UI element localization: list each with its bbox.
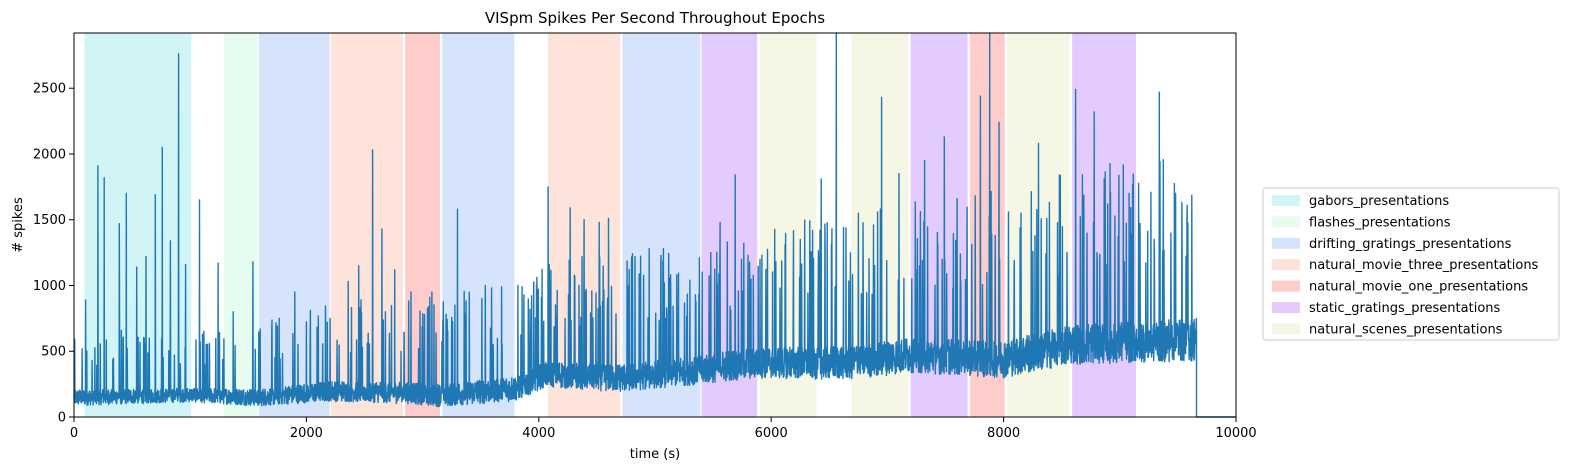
legend-label: drifting_gratings_presentations (1309, 237, 1512, 252)
legend-label: natural_movie_three_presentations (1309, 258, 1539, 273)
legend-swatch (1272, 280, 1300, 292)
legend-label: flashes_presentations (1309, 215, 1451, 230)
x-tick-label: 2000 (290, 426, 323, 441)
legend-label: natural_movie_one_presentations (1309, 280, 1528, 295)
y-axis-label: # spikes (11, 197, 26, 253)
y-tick-label: 500 (41, 345, 66, 360)
chart-title: VISpm Spikes Per Second Throughout Epoch… (485, 9, 825, 27)
x-tick-label: 10000 (1215, 426, 1256, 441)
x-tick-label: 6000 (755, 426, 788, 441)
y-tick-label: 0 (58, 411, 66, 426)
legend-swatch (1272, 302, 1300, 313)
x-axis-ticks: 0 2000 4000 6000 8000 10000 (70, 417, 1257, 441)
plot-frame (73, 32, 1237, 418)
y-tick-label: 1000 (33, 279, 66, 294)
x-tick-label: 4000 (522, 426, 555, 441)
legend-label: natural_scenes_presentations (1309, 322, 1503, 337)
legend-box (1262, 187, 1560, 341)
legend-label: static_gratings_presentations (1309, 301, 1501, 316)
y-tick-label: 1500 (33, 213, 66, 228)
legend-swatch (1272, 259, 1300, 271)
legend: gabors_presentations flashes_presentation… (1262, 187, 1560, 341)
y-tick-label: 2500 (33, 82, 66, 97)
x-tick-label: 0 (70, 426, 78, 441)
legend-swatch (1272, 195, 1300, 206)
y-axis-ticks: 0 500 1000 1500 2000 2500 (33, 82, 74, 426)
epoch-band-flashes_presentations (223, 33, 258, 417)
series-line (73, 32, 1236, 418)
x-tick-label: 8000 (987, 426, 1020, 441)
y-tick-label: 2000 (33, 147, 66, 162)
spike-trace (73, 32, 1236, 418)
legend-label: gabors_presentations (1309, 194, 1449, 209)
legend-swatch (1272, 237, 1300, 249)
legend-swatch (1272, 216, 1300, 228)
legend-swatch (1272, 323, 1300, 335)
x-axis-label: time (s) (630, 447, 680, 462)
